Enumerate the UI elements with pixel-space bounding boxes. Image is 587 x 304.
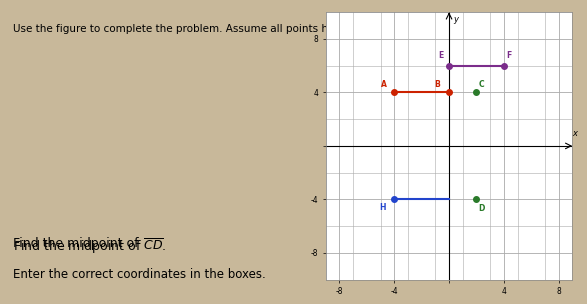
Text: C: C — [478, 80, 484, 89]
Text: Find the midpoint of $\overline{CD}$.: Find the midpoint of $\overline{CD}$. — [13, 237, 167, 256]
Text: Enter the correct coordinates in the boxes.: Enter the correct coordinates in the box… — [13, 268, 266, 281]
Text: A: A — [380, 80, 386, 89]
Text: F: F — [507, 51, 512, 60]
Text: Find the midpoint of: Find the midpoint of — [13, 237, 143, 250]
Text: E: E — [438, 51, 443, 60]
Text: x: x — [572, 129, 578, 138]
Text: H: H — [379, 203, 386, 212]
Text: y: y — [453, 15, 458, 24]
Text: Use the figure to complete the problem. Assume all points have integer coordinat: Use the figure to complete the problem. … — [13, 24, 456, 34]
Text: B: B — [434, 80, 440, 89]
Text: D: D — [478, 205, 485, 213]
